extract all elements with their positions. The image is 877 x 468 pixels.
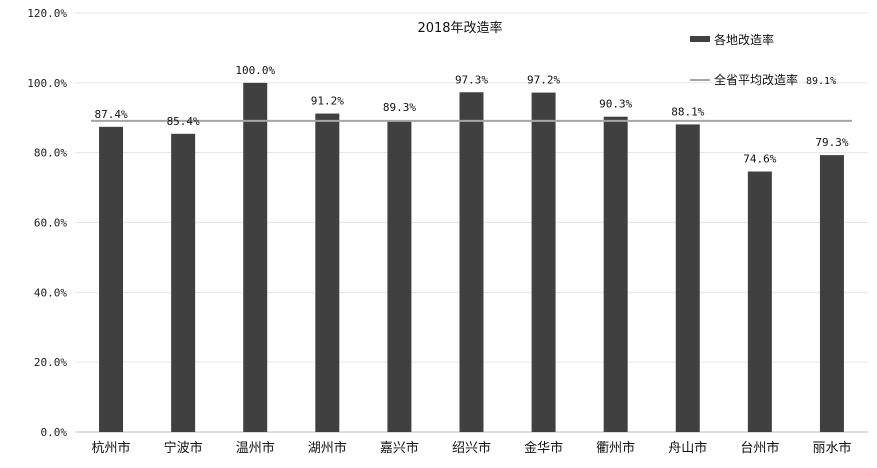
y-tick-label: 40.0% bbox=[34, 286, 67, 299]
bar bbox=[675, 124, 700, 433]
bar bbox=[243, 82, 268, 432]
data-label: 97.2% bbox=[527, 74, 560, 87]
y-tick-label: 0.0% bbox=[41, 426, 68, 439]
x-tick-label: 湖州市 bbox=[308, 440, 347, 456]
bar bbox=[603, 116, 628, 432]
x-tick-label: 台州市 bbox=[740, 440, 779, 456]
x-tick-label: 嘉兴市 bbox=[380, 440, 419, 456]
y-tick-label: 20.0% bbox=[34, 356, 67, 369]
bar bbox=[315, 113, 340, 432]
y-tick-label: 80.0% bbox=[34, 147, 67, 160]
legend-line-label: 全省平均改造率 bbox=[714, 72, 798, 87]
chart-title: 2018年改造率 bbox=[417, 20, 502, 36]
data-label: 74.6% bbox=[743, 153, 776, 166]
y-tick-label: 120.0% bbox=[27, 7, 67, 20]
y-tick-label: 100.0% bbox=[27, 77, 67, 90]
x-tick-label: 丽水市 bbox=[812, 440, 851, 456]
data-label: 88.1% bbox=[671, 105, 704, 118]
x-tick-label: 舟山市 bbox=[668, 440, 707, 456]
data-labels: 87.4% 85.4% 100.0% 91.2% 89.3% 97.3% 97.2% 90.3… bbox=[94, 64, 848, 166]
bar bbox=[387, 120, 412, 433]
data-label: 87.4% bbox=[94, 108, 127, 121]
data-label: 97.3% bbox=[455, 73, 488, 86]
bar bbox=[819, 155, 844, 432]
data-label: 79.3% bbox=[815, 136, 848, 149]
legend-line-value: 89.1% bbox=[806, 76, 836, 87]
legend: 各地改造率 全省平均改造率 89.1% bbox=[690, 32, 836, 87]
x-tick-label: 宁波市 bbox=[164, 440, 203, 456]
y-tick-label: 60.0% bbox=[34, 217, 67, 230]
x-axis: 杭州市 宁波市 温州市 湖州市 嘉兴市 绍兴市 金华市 衢州市 舟山市 台州市 丽水市 bbox=[92, 440, 852, 456]
data-label: 91.2% bbox=[311, 95, 344, 108]
x-tick-label: 衢州市 bbox=[596, 440, 635, 456]
data-label: 89.3% bbox=[383, 101, 416, 114]
legend-bar-swatch bbox=[690, 36, 710, 42]
bars bbox=[99, 82, 844, 433]
data-label: 100.0% bbox=[235, 64, 275, 77]
x-tick-label: 杭州市 bbox=[92, 440, 131, 456]
bar bbox=[747, 171, 772, 432]
bar bbox=[171, 133, 196, 433]
bar bbox=[99, 126, 124, 432]
x-tick-label: 温州市 bbox=[236, 440, 275, 456]
data-label: 90.3% bbox=[599, 98, 632, 111]
bar bbox=[531, 92, 556, 433]
data-label: 85.4% bbox=[167, 115, 200, 128]
legend-bar-label: 各地改造率 bbox=[714, 32, 774, 47]
bar bbox=[459, 92, 484, 432]
x-tick-label: 金华市 bbox=[524, 440, 563, 456]
x-tick-label: 绍兴市 bbox=[452, 440, 491, 456]
